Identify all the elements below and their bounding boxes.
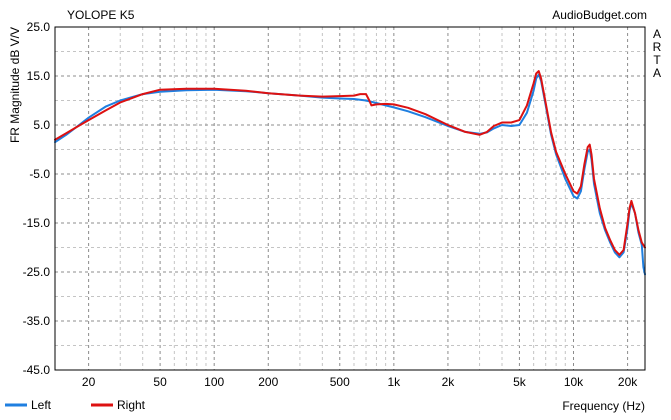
side-label-letter: R	[653, 40, 662, 54]
x-axis-label: Frequency (Hz)	[562, 399, 645, 413]
x-tick-label: 100	[204, 375, 224, 389]
x-tick-label: 5k	[513, 375, 527, 389]
x-tick-label: 2k	[442, 375, 456, 389]
y-tick-label: 15.0	[27, 69, 51, 83]
y-tick-label: -25.0	[23, 265, 51, 279]
x-tick-label: 20	[82, 375, 96, 389]
chart-source: AudioBudget.com	[552, 8, 647, 22]
legend-label-right: Right	[117, 398, 146, 412]
legend: Left Right	[5, 398, 146, 412]
y-tick-label: -45.0	[23, 363, 51, 377]
y-tick-label: -5.0	[29, 167, 50, 181]
side-label-letter: T	[653, 53, 661, 67]
y-axis-label: FR Magnitude dB V/V	[8, 27, 22, 143]
legend-label-left: Left	[31, 398, 52, 412]
x-tick-label: 500	[330, 375, 350, 389]
side-label-letter: A	[653, 66, 661, 80]
side-label-letter: A	[653, 27, 661, 41]
y-tick-label: -35.0	[23, 314, 51, 328]
chart-title: YOLOPE K5	[67, 8, 135, 22]
y-tick-label: 25.0	[27, 20, 51, 34]
series-line-right	[54, 70, 646, 256]
x-tick-label: 20k	[618, 375, 638, 389]
x-tick-label: 50	[153, 375, 167, 389]
y-tick-label: -15.0	[23, 216, 51, 230]
tick-labels: 20 50 100 200 500 1k 2k 5k 10k 20k 25.0 15.0 5.0 -5.0…	[23, 20, 639, 389]
grid-lines	[55, 27, 645, 370]
x-tick-label: 10k	[564, 375, 584, 389]
y-tick-label: 5.0	[33, 118, 50, 132]
x-tick-label: 1k	[388, 375, 402, 389]
plot-frame	[54, 26, 646, 371]
series-lines	[54, 70, 646, 276]
x-tick-label: 200	[258, 375, 278, 389]
